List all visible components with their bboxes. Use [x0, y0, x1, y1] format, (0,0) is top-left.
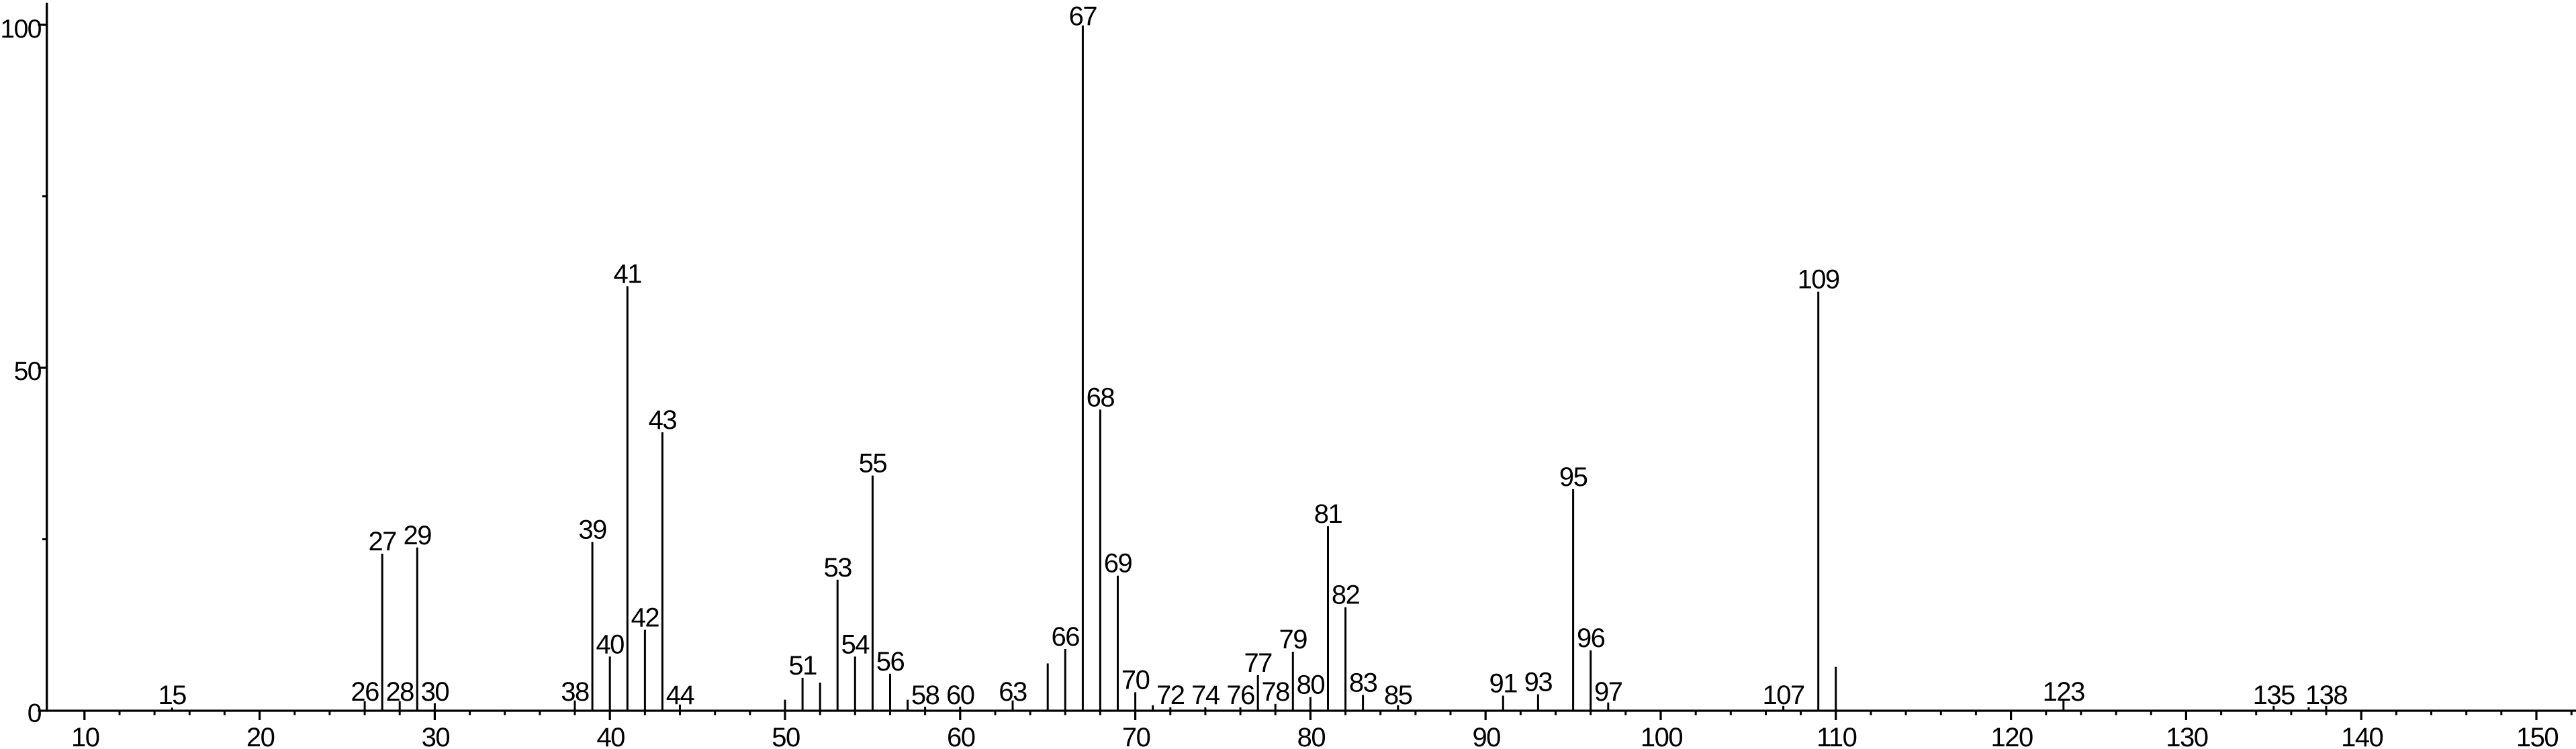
svg-text:74: 74: [1191, 681, 1220, 710]
svg-text:78: 78: [1261, 677, 1289, 707]
svg-text:55: 55: [859, 449, 887, 479]
svg-text:130: 130: [2166, 723, 2207, 749]
svg-text:53: 53: [823, 553, 852, 583]
svg-text:80: 80: [1297, 723, 1326, 749]
svg-text:70: 70: [1122, 723, 1150, 749]
svg-text:109: 109: [1798, 265, 1839, 295]
svg-text:77: 77: [1244, 648, 1272, 678]
svg-text:56: 56: [876, 647, 905, 677]
svg-text:50: 50: [772, 723, 800, 749]
svg-text:91: 91: [1489, 669, 1518, 699]
svg-text:0: 0: [28, 699, 42, 728]
svg-text:42: 42: [631, 603, 659, 632]
svg-text:120: 120: [1990, 723, 2032, 749]
svg-text:43: 43: [649, 405, 677, 435]
svg-text:93: 93: [1524, 668, 1553, 697]
svg-text:20: 20: [246, 723, 275, 749]
svg-text:140: 140: [2341, 723, 2383, 749]
svg-text:80: 80: [1297, 670, 1325, 700]
svg-text:107: 107: [1762, 681, 1804, 710]
svg-text:41: 41: [614, 259, 642, 289]
svg-text:26: 26: [351, 677, 379, 707]
svg-text:50: 50: [14, 357, 42, 386]
svg-text:82: 82: [1332, 581, 1360, 610]
svg-text:58: 58: [911, 681, 939, 710]
svg-text:70: 70: [1121, 665, 1150, 695]
svg-text:40: 40: [596, 630, 624, 659]
svg-text:30: 30: [421, 677, 449, 707]
svg-text:135: 135: [2253, 681, 2295, 710]
svg-text:40: 40: [596, 723, 625, 749]
svg-text:29: 29: [404, 521, 432, 550]
svg-text:60: 60: [946, 681, 974, 710]
svg-text:72: 72: [1156, 681, 1185, 710]
svg-text:44: 44: [666, 681, 695, 710]
svg-text:100: 100: [0, 15, 41, 44]
svg-text:95: 95: [1559, 462, 1588, 492]
svg-text:100: 100: [1641, 723, 1682, 749]
svg-text:81: 81: [1314, 499, 1342, 529]
svg-text:67: 67: [1069, 2, 1097, 32]
svg-text:150: 150: [2516, 723, 2558, 749]
svg-text:10: 10: [71, 723, 99, 749]
svg-text:138: 138: [2305, 681, 2347, 710]
svg-text:90: 90: [1472, 723, 1500, 749]
svg-text:110: 110: [1816, 723, 1857, 749]
svg-text:83: 83: [1349, 668, 1377, 698]
svg-text:68: 68: [1087, 383, 1115, 412]
svg-text:76: 76: [1226, 681, 1254, 710]
svg-text:123: 123: [2043, 677, 2084, 707]
svg-text:39: 39: [578, 515, 606, 545]
svg-text:66: 66: [1052, 622, 1080, 652]
svg-text:15: 15: [158, 681, 186, 710]
svg-text:27: 27: [368, 527, 396, 556]
svg-text:63: 63: [999, 677, 1027, 707]
svg-text:54: 54: [841, 630, 870, 659]
svg-text:38: 38: [561, 677, 589, 707]
svg-text:85: 85: [1384, 681, 1412, 710]
svg-text:97: 97: [1594, 677, 1622, 707]
svg-text:51: 51: [788, 651, 817, 681]
svg-text:69: 69: [1104, 549, 1132, 579]
svg-text:96: 96: [1577, 623, 1605, 653]
svg-text:28: 28: [385, 677, 414, 707]
svg-text:60: 60: [947, 723, 975, 749]
svg-text:30: 30: [422, 723, 450, 749]
svg-text:79: 79: [1279, 625, 1307, 654]
